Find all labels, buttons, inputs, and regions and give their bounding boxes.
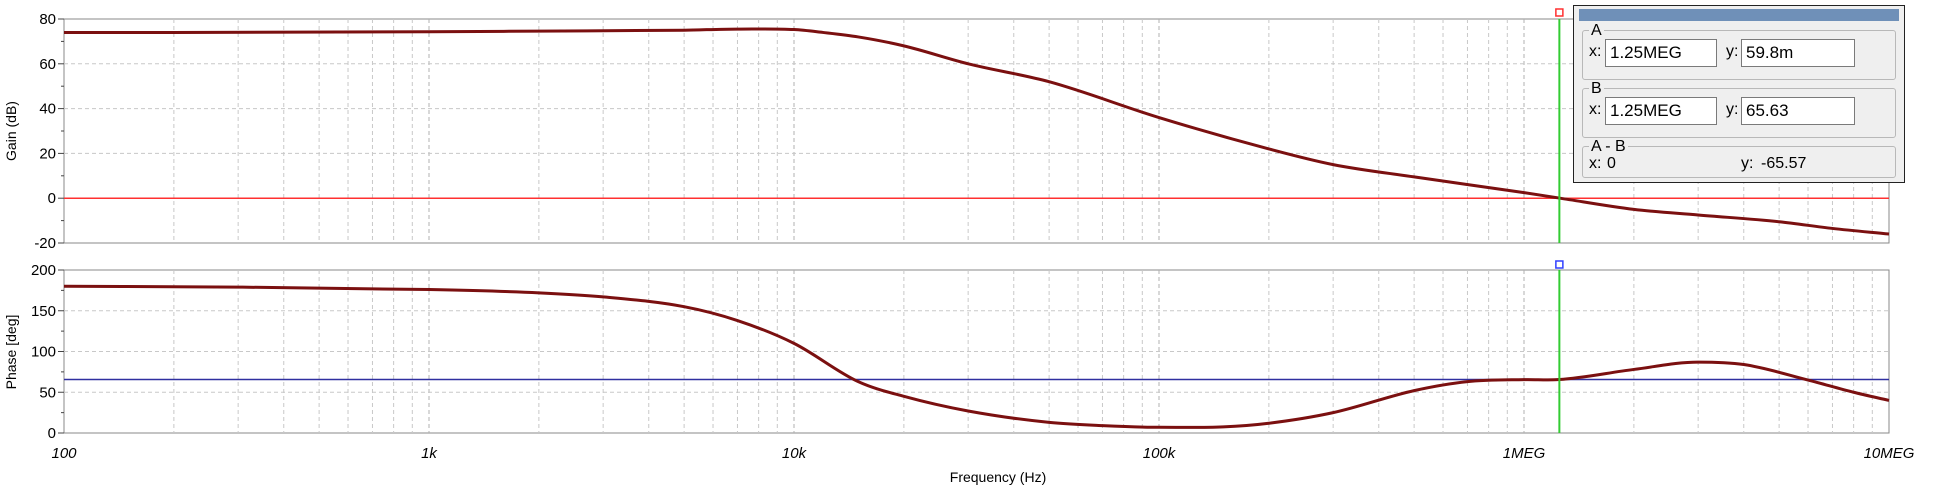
cursor-b-x-field[interactable]: 1.25MEG: [1605, 97, 1717, 125]
cursor-a-x-field[interactable]: 1.25MEG: [1605, 39, 1717, 67]
cursor-a-group: A x: 1.25MEG y: 59.8m: [1582, 22, 1896, 80]
cursor-diff-y-value: -65.57: [1761, 155, 1807, 172]
cursor-panel-titlebar[interactable]: [1579, 9, 1899, 21]
phase-trace: [63, 284, 1890, 429]
gain-y-ticks: 80 60 40 20 0 -20: [34, 11, 64, 252]
cursor-b-x-label: x:: [1589, 101, 1602, 118]
cursor-diff-x-value: 0: [1607, 155, 1616, 172]
cursor-a-title: A: [1589, 22, 1604, 40]
phase-chart: 200 150 100 50 0 Phase [deg]: [3, 262, 1890, 442]
gain-y-tick-label: 80: [39, 11, 56, 28]
cursor-b-group: B x: 1.25MEG y: 65.63: [1582, 80, 1896, 138]
cursor-a-marker[interactable]: [1555, 8, 1564, 17]
cursor[interactable]: [1555, 8, 1564, 433]
gain-y-tick-label: -20: [34, 235, 56, 252]
x-tick-label: 10k: [782, 445, 808, 462]
cursor-diff-title: A - B: [1589, 138, 1628, 156]
cursor-readout-panel: A x: 1.25MEG y: 59.8m B x: 1.25MEG y: 65…: [1573, 5, 1905, 183]
cursor-b-title: B: [1589, 80, 1604, 98]
gain-y-tick-label: 20: [39, 145, 56, 162]
phase-y-tick-label: 150: [31, 303, 56, 320]
phase-y-axis-label: Phase [deg]: [3, 315, 19, 390]
cursor-diff-y-label: y:: [1741, 155, 1754, 172]
phase-y-tick-label: 50: [39, 384, 56, 401]
cursor-a-x-label: x:: [1589, 43, 1602, 60]
phase-grid: [64, 270, 1889, 433]
cursor-b-y-field[interactable]: 65.63: [1741, 97, 1855, 125]
cursor-b-marker[interactable]: [1555, 260, 1564, 269]
x-tick-label: 100: [51, 445, 77, 462]
cursor-diff-x-label: x:: [1589, 155, 1602, 172]
gain-y-axis-label: Gain (dB): [3, 101, 19, 161]
cursor-b-y-label: y:: [1726, 101, 1739, 118]
gain-trace: [63, 27, 1890, 236]
gain-y-tick-label: 0: [48, 190, 56, 207]
cursor-diff-group: A - B x: 0 y: -65.57: [1582, 138, 1896, 178]
x-ticks: 100 1k 10k 100k 1MEG 10MEG: [51, 445, 1914, 462]
phase-y-tick-label: 200: [31, 262, 56, 279]
gain-y-tick-label: 40: [39, 101, 56, 118]
x-axis-label: Frequency (Hz): [950, 469, 1046, 485]
x-tick-label: 1k: [421, 445, 438, 462]
cursor-a-y-label: y:: [1726, 43, 1739, 60]
cursor-a-y-field[interactable]: 59.8m: [1741, 39, 1855, 67]
phase-y-tick-label: 0: [48, 425, 56, 442]
x-tick-label: 1MEG: [1503, 445, 1546, 462]
phase-y-tick-label: 100: [31, 344, 56, 361]
phase-y-ticks: 200 150 100 50 0: [31, 262, 64, 442]
x-tick-label: 10MEG: [1864, 445, 1915, 462]
x-tick-label: 100k: [1143, 445, 1177, 462]
gain-y-tick-label: 60: [39, 56, 56, 73]
